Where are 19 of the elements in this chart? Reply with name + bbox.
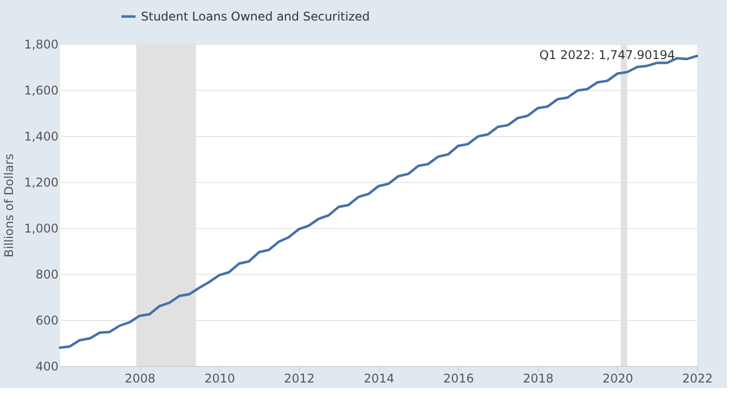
- y-tick-label: 600: [36, 314, 58, 328]
- y-tick-label: 1,800: [24, 38, 58, 52]
- x-tick-label: 2014: [364, 372, 394, 386]
- y-tick-label: 1,400: [24, 130, 58, 144]
- x-tick-label: 2008: [124, 372, 156, 386]
- x-tick-label: 2020: [602, 372, 634, 386]
- y-tick-label: 1,200: [24, 176, 58, 190]
- x-tick-label: 2016: [443, 372, 474, 386]
- y-tick-label: 1,600: [24, 84, 58, 98]
- x-tick-label: 2012: [284, 372, 315, 386]
- y-tick-label: 1,000: [24, 222, 58, 236]
- legend-label: Student Loans Owned and Securitized: [141, 10, 370, 24]
- x-tick-label: 2018: [522, 372, 554, 386]
- annotation: Q1 2022: 1,747.90194: [539, 48, 675, 62]
- y-tick-label: 400: [36, 360, 58, 374]
- x-tick-label: 2022: [682, 372, 713, 386]
- y-tick-label: 800: [36, 268, 58, 282]
- x-tick-label: 2010: [204, 372, 236, 386]
- y-axis-title: Billions of Dollars: [2, 154, 16, 258]
